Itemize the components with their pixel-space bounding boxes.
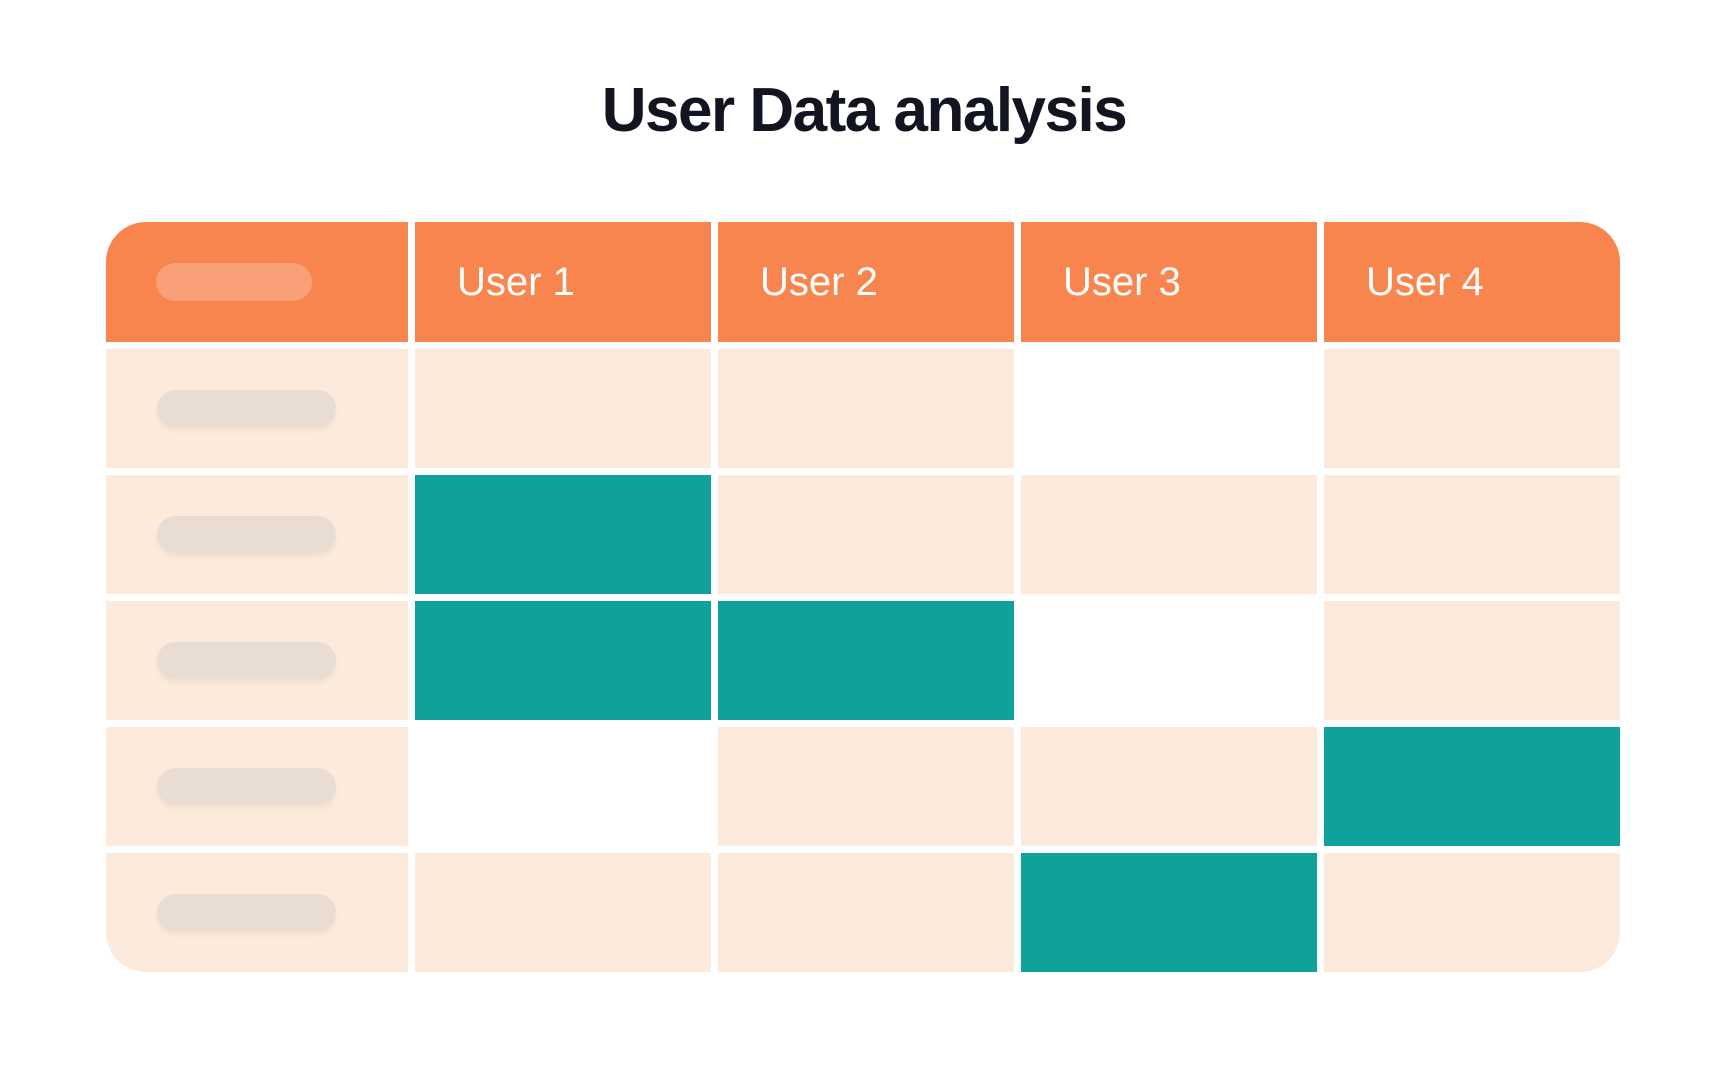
cell-row-1-user-2 [718, 349, 1014, 468]
header-placeholder-cell [106, 222, 408, 342]
cell-row-2-user-1 [415, 475, 711, 594]
cell-row-4-user-4 [1324, 727, 1620, 846]
header-cell-user-3: User 3 [1021, 222, 1317, 342]
cell-row-2-user-4 [1324, 475, 1620, 594]
cell-row-5-user-3 [1021, 853, 1317, 972]
cell-row-3-user-3 [1021, 601, 1317, 720]
row-4-label-cell [106, 727, 408, 846]
cell-row-1-user-3 [1021, 349, 1317, 468]
row-2-label-cell [106, 475, 408, 594]
cell-row-4-user-2 [718, 727, 1014, 846]
row-1-label-cell [106, 349, 408, 468]
header-placeholder-pill [156, 263, 312, 301]
row-5-placeholder-pill [157, 894, 336, 931]
header-cell-user-2: User 2 [718, 222, 1014, 342]
cell-row-5-user-2 [718, 853, 1014, 972]
cell-row-4-user-1 [415, 727, 711, 846]
row-3-placeholder-pill [157, 642, 336, 679]
cell-row-1-user-1 [415, 349, 711, 468]
cell-row-5-user-4 [1324, 853, 1620, 972]
row-1-placeholder-pill [157, 390, 336, 427]
user-data-table: User 1 User 2 User 3 User 4 [106, 222, 1620, 972]
cell-row-3-user-1 [415, 601, 711, 720]
row-3-label-cell [106, 601, 408, 720]
cell-row-4-user-3 [1021, 727, 1317, 846]
cell-row-3-user-2 [718, 601, 1014, 720]
cell-row-2-user-3 [1021, 475, 1317, 594]
row-5-label-cell [106, 853, 408, 972]
cell-row-5-user-1 [415, 853, 711, 972]
cell-row-1-user-4 [1324, 349, 1620, 468]
header-cell-user-4: User 4 [1324, 222, 1620, 342]
header-cell-user-1: User 1 [415, 222, 711, 342]
cell-row-2-user-2 [718, 475, 1014, 594]
cell-row-3-user-4 [1324, 601, 1620, 720]
page-title: User Data analysis [601, 76, 1128, 145]
row-2-placeholder-pill [157, 516, 336, 553]
row-4-placeholder-pill [157, 768, 336, 805]
